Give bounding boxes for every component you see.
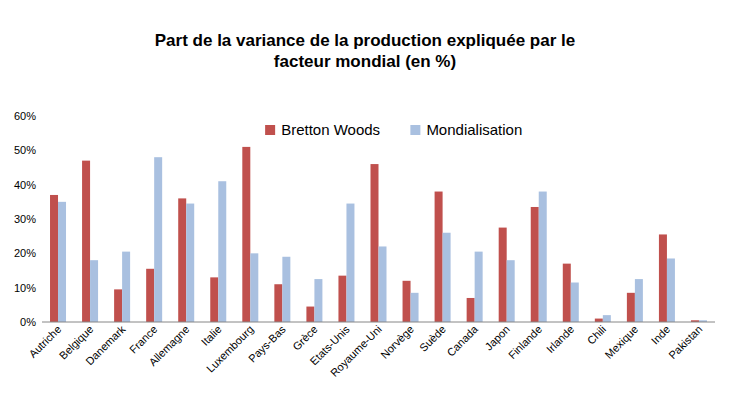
x-tick-label: Royaume-Uni [328,323,384,379]
legend-swatch [265,125,275,135]
y-tick [38,219,42,220]
x-tick-label: Italie [199,323,224,348]
bar [210,277,218,322]
bar [443,233,451,322]
bar [154,157,162,322]
x-tick-label: Japon [482,323,512,353]
bar [571,283,579,322]
y-tick [38,287,42,288]
legend-label: Bretton Woods [281,121,380,138]
bar [178,198,186,322]
bars [50,147,707,322]
x-tick-label: Mexique [602,323,640,361]
y-tick-label: 40% [14,179,36,191]
bar [627,293,635,322]
y-tick-label: 60% [14,110,36,122]
legend-label: Mondialisation [426,121,522,138]
x-tick-label: Allemagne [146,323,191,368]
x-tick-label: Inde [649,323,673,347]
x-tick-label: Luxembourg [204,323,256,375]
bar [411,293,419,322]
bar [90,260,98,322]
bar [114,289,122,322]
bar [507,260,515,322]
bar [242,147,250,322]
x-tick-label: Pays-Bas [246,323,288,365]
x-tick-label: Pakistan [666,323,704,361]
y-tick [38,116,42,117]
x-tick-label: Finlande [506,323,544,361]
bar [306,307,314,322]
y-tick [38,253,42,254]
y-tick [38,322,42,323]
bar [146,269,154,322]
chart-title: Part de la variance de la production exp… [125,30,605,72]
bar [338,276,346,322]
bar [58,202,66,322]
bar [282,257,290,322]
x-axis [42,322,715,323]
legend: Bretton Woods Mondialisation [265,121,522,138]
legend-swatch [410,125,420,135]
x-tick-label: Danemark [83,323,128,368]
bar [595,319,603,322]
x-tick-label: Irlande [544,323,576,355]
y-tick [38,184,42,185]
bar [274,284,282,322]
bar [371,164,379,322]
bar [379,246,387,322]
x-tick-label: Suède [417,323,448,354]
bar [467,298,475,322]
bar [346,204,354,322]
bar [659,234,667,322]
bar [635,279,643,322]
bar [475,252,483,322]
x-tick-label: Canada [444,322,480,358]
y-tick [38,150,42,151]
bar [667,258,675,322]
bar [531,207,539,322]
bar [539,192,547,322]
bar [403,281,411,322]
bar [563,264,571,322]
bar [314,279,322,322]
bar [435,192,443,322]
y-tick-label: 30% [14,213,36,225]
bar [603,315,611,322]
x-tick-label: Chili [585,323,609,347]
bar [250,253,258,322]
bar [122,252,130,322]
chart: 0%10%20%30%40%50%60%AutricheBelgiqueDane… [0,0,730,410]
y-tick-label: 0% [20,316,36,328]
bar [499,228,507,322]
y-tick-label: 50% [14,144,36,156]
bar [218,181,226,322]
y-tick-label: 10% [14,282,36,294]
x-tick-label: Grèce [290,323,320,353]
bar [50,195,58,322]
y-tick-label: 20% [14,247,36,259]
bar [82,161,90,322]
x-tick-label: Norvège [378,323,416,361]
bar [186,204,194,322]
